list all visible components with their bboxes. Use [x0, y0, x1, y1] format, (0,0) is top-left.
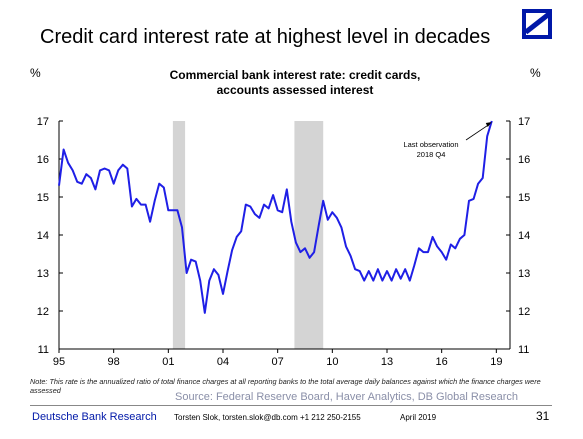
recession-band-2 — [294, 121, 324, 349]
y-tick-label-right: 14 — [518, 230, 530, 242]
y-tick-label-right: 13 — [518, 268, 530, 280]
y-tick-label-left: 12 — [37, 306, 49, 318]
deutsche-bank-logo — [522, 9, 552, 39]
y-tick-label-right: 12 — [518, 306, 530, 318]
x-tick-label: 01 — [162, 356, 174, 368]
x-tick-label: 19 — [490, 356, 502, 368]
footer-contact: Torsten Slok, torsten.slok@db.com +1 212… — [174, 413, 361, 422]
annotation-arrow — [465, 123, 491, 141]
chart-note: Note: This rate is the annualized ratio … — [30, 377, 541, 395]
annotation-label-line1: Last observation — [403, 140, 458, 149]
slide-title: Credit card interest rate at highest lev… — [40, 26, 491, 48]
x-tick-label: 16 — [436, 356, 448, 368]
y-tick-label-right: 16 — [518, 154, 530, 166]
y-tick-label-left: 11 — [38, 344, 49, 356]
y-tick-label-left: 17 — [37, 116, 49, 128]
x-tick-label: 10 — [326, 356, 338, 368]
x-tick-label: 95 — [53, 356, 65, 368]
x-tick-label: 98 — [108, 356, 120, 368]
x-tick-label: 04 — [217, 356, 229, 368]
recession-band-1 — [172, 121, 186, 349]
series-line-credit-card-rate — [58, 120, 493, 314]
y-tick-label-left: 13 — [37, 268, 49, 280]
annotation-label-line2: 2018 Q4 — [417, 150, 446, 159]
y-tick-label-right: 11 — [518, 344, 529, 356]
y-tick-label-right: 15 — [518, 192, 530, 204]
y-axis-unit-left: % — [30, 66, 41, 80]
x-tick-label: 13 — [381, 356, 393, 368]
page-number: 31 — [536, 409, 550, 423]
annotation-arrowhead — [485, 122, 492, 127]
chart-title-line1: Commercial bank interest rate: credit ca… — [169, 68, 421, 82]
x-tick-label: 07 — [272, 356, 284, 368]
chart-title-line2: accounts assessed interest — [216, 83, 374, 97]
footer-divider — [30, 405, 552, 406]
chart-source: Source: Federal Reserve Board, Haver Ana… — [175, 391, 518, 403]
footer-organization: Deutsche Bank Research — [32, 411, 157, 423]
y-tick-label-left: 16 — [37, 154, 49, 166]
y-tick-label-right: 17 — [518, 116, 530, 128]
footer-date: April 2019 — [400, 413, 437, 422]
y-tick-label-left: 14 — [37, 230, 49, 242]
y-tick-label-left: 15 — [37, 192, 49, 204]
y-axis-unit-right: % — [530, 66, 541, 80]
chart-title: Commercial bank interest rate: credit ca… — [130, 68, 460, 98]
